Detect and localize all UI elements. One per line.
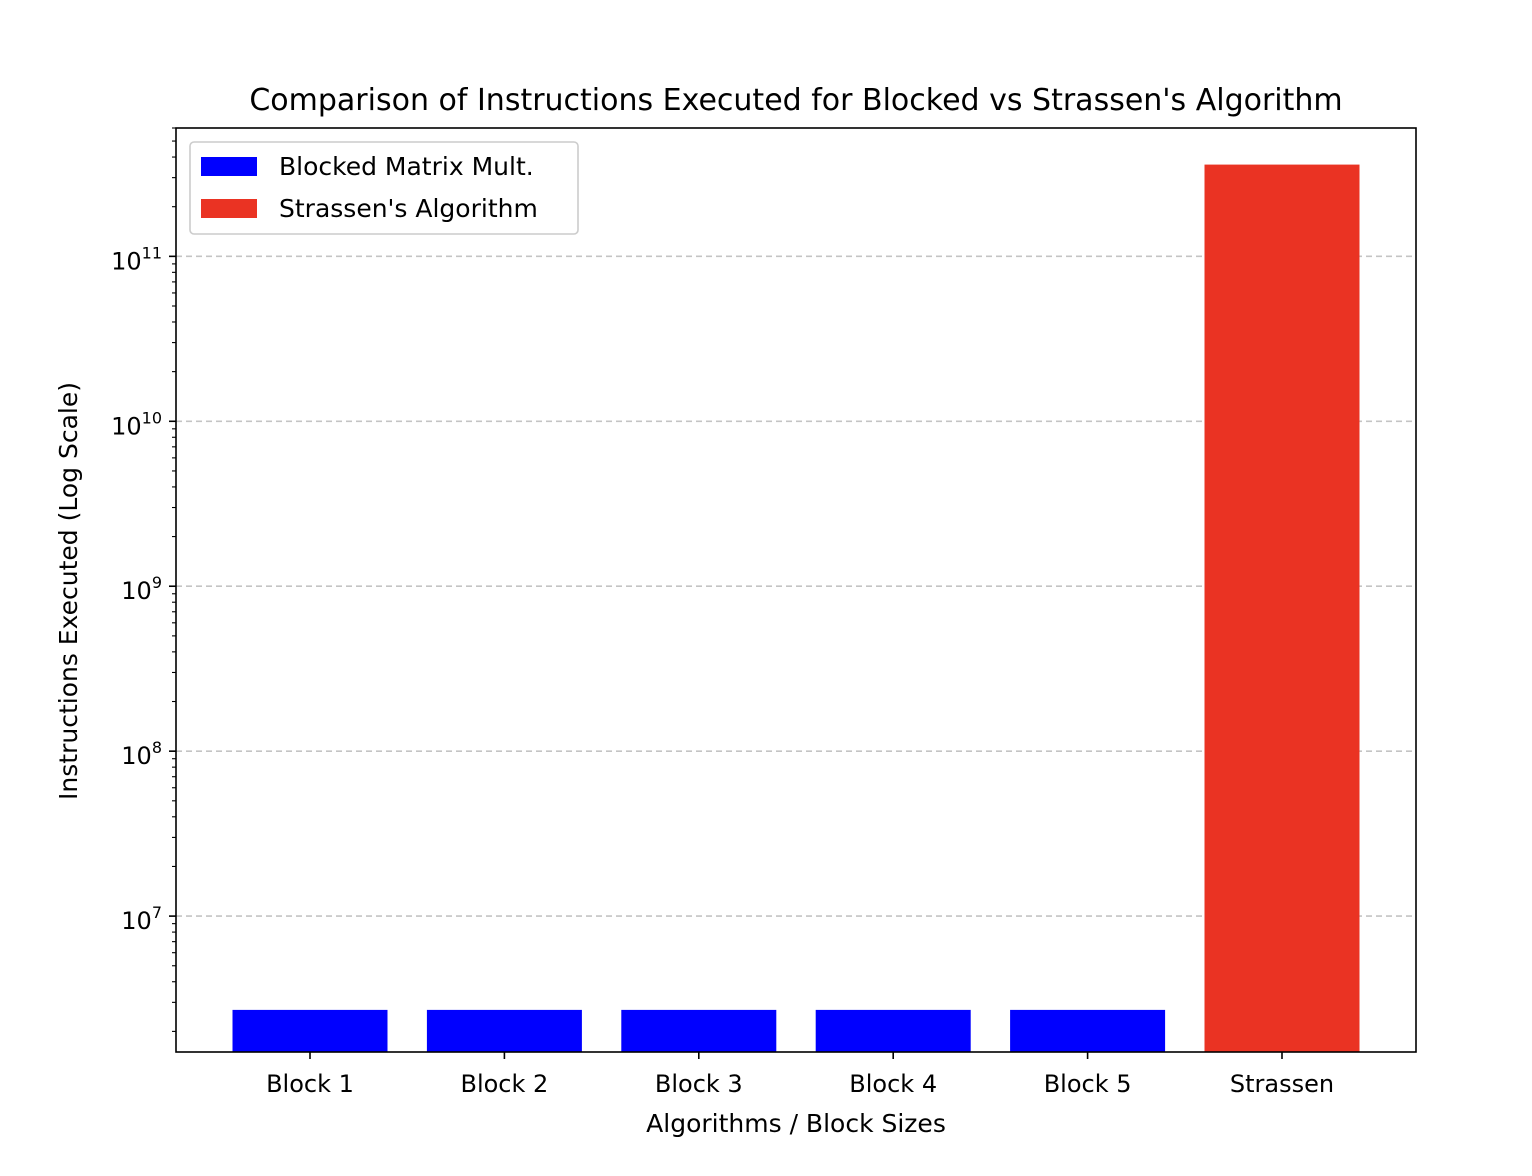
y-tick-label: 1010 [111, 408, 162, 440]
bar-block-3 [621, 1009, 777, 1052]
x-tick-label: Block 4 [849, 1070, 937, 1098]
x-tick-label: Block 3 [655, 1070, 743, 1098]
legend-box [189, 141, 579, 235]
y-tick-label: 109 [121, 573, 162, 605]
bar-strassen [1204, 164, 1360, 1053]
x-tick-label: Block 2 [460, 1070, 548, 1098]
bar-block-1 [232, 1009, 388, 1052]
y-tick-label: 108 [121, 738, 162, 770]
bar-block-2 [426, 1009, 582, 1052]
y-axis-label: Instructions Executed (Log Scale) [54, 382, 83, 800]
x-tick-label: Block 1 [266, 1070, 354, 1098]
y-tick-label: 1011 [111, 243, 162, 275]
legend-label-strassen: Strassen's Algorithm [279, 194, 538, 223]
bar-block-5 [1010, 1009, 1166, 1052]
bars [232, 164, 1360, 1053]
plot-area-frame [175, 127, 1417, 1053]
x-tick-label: Strassen [1230, 1070, 1334, 1098]
x-tick-label: Block 5 [1044, 1070, 1132, 1098]
legend: Blocked Matrix Mult. Strassen's Algorithm [189, 141, 579, 235]
legend-label-blocked: Blocked Matrix Mult. [279, 152, 534, 181]
y-axis-ticks: 107 108 109 1010 1011 [111, 127, 176, 1032]
y-tick-label: 107 [121, 903, 162, 935]
chart-title: Comparison of Instructions Executed for … [249, 83, 1342, 118]
legend-swatch-blocked [201, 157, 257, 176]
legend-swatch-strassen [201, 199, 257, 218]
x-axis-label: Algorithms / Block Sizes [646, 1109, 946, 1138]
bar-block-4 [815, 1009, 971, 1052]
x-axis-ticks: Block 1 Block 2 Block 3 Block 4 Block 5 Stras… [266, 1052, 1334, 1098]
